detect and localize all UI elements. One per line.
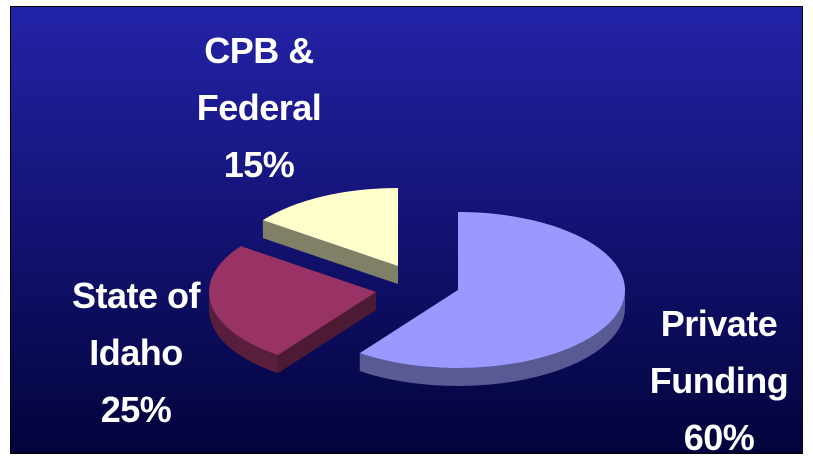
pie-slice bbox=[262, 188, 398, 284]
slice-wall bbox=[277, 292, 376, 374]
chart-panel: Private Funding 60% State of Idaho 25% CPB &… bbox=[10, 6, 803, 454]
pie-slice bbox=[359, 212, 625, 386]
slice-side bbox=[359, 290, 625, 386]
slice-value: 25% bbox=[100, 389, 172, 430]
slice-name: Private Funding bbox=[649, 303, 789, 401]
slice-label: CPB & Federal 15% bbox=[159, 22, 359, 193]
slice-wall bbox=[262, 220, 398, 284]
slice-name: CPB & Federal bbox=[196, 30, 322, 128]
slice-label: State of Idaho 25% bbox=[36, 267, 236, 438]
chart bbox=[208, 188, 625, 386]
slice-top bbox=[208, 246, 376, 356]
slice-top bbox=[359, 212, 625, 368]
slice-top bbox=[262, 188, 398, 266]
slice-name: State of Idaho bbox=[71, 275, 201, 373]
pie-slice bbox=[208, 246, 376, 374]
slice-side bbox=[209, 292, 278, 374]
slice-value: 15% bbox=[223, 144, 295, 185]
slice-label: Private Funding 60% bbox=[619, 295, 802, 454]
slice-value: 60% bbox=[683, 417, 755, 454]
